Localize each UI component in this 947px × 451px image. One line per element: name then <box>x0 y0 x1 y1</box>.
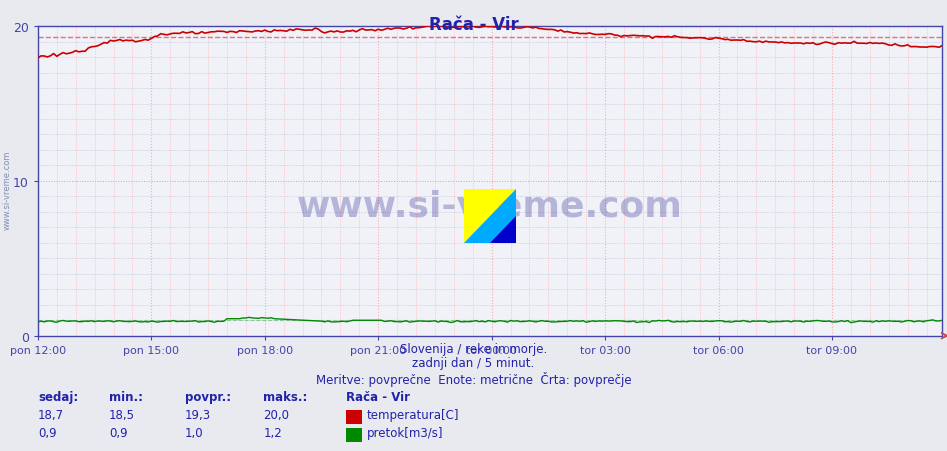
Text: pretok[m3/s]: pretok[m3/s] <box>366 426 443 439</box>
Polygon shape <box>464 189 516 244</box>
Text: 1,0: 1,0 <box>185 426 204 439</box>
Text: sedaj:: sedaj: <box>38 390 79 403</box>
Text: Rača - Vir: Rača - Vir <box>346 390 410 403</box>
Text: Rača - Vir: Rača - Vir <box>429 16 518 34</box>
Text: Meritve: povprečne  Enote: metrične  Črta: povprečje: Meritve: povprečne Enote: metrične Črta:… <box>315 371 632 386</box>
Text: 18,7: 18,7 <box>38 408 64 421</box>
Text: 20,0: 20,0 <box>263 408 289 421</box>
Text: 1,2: 1,2 <box>263 426 282 439</box>
Text: povpr.:: povpr.: <box>185 390 231 403</box>
Polygon shape <box>491 216 516 244</box>
Polygon shape <box>464 189 516 244</box>
Text: Slovenija / reke in morje.: Slovenija / reke in morje. <box>400 342 547 355</box>
Text: 19,3: 19,3 <box>185 408 211 421</box>
Text: 18,5: 18,5 <box>109 408 134 421</box>
Text: www.si-vreme.com: www.si-vreme.com <box>297 189 683 223</box>
Text: min.:: min.: <box>109 390 143 403</box>
Text: temperatura[C]: temperatura[C] <box>366 408 459 421</box>
Text: zadnji dan / 5 minut.: zadnji dan / 5 minut. <box>412 356 535 369</box>
Text: maks.:: maks.: <box>263 390 308 403</box>
Text: 0,9: 0,9 <box>109 426 128 439</box>
Text: www.si-vreme.com: www.si-vreme.com <box>3 150 12 229</box>
Text: 0,9: 0,9 <box>38 426 57 439</box>
